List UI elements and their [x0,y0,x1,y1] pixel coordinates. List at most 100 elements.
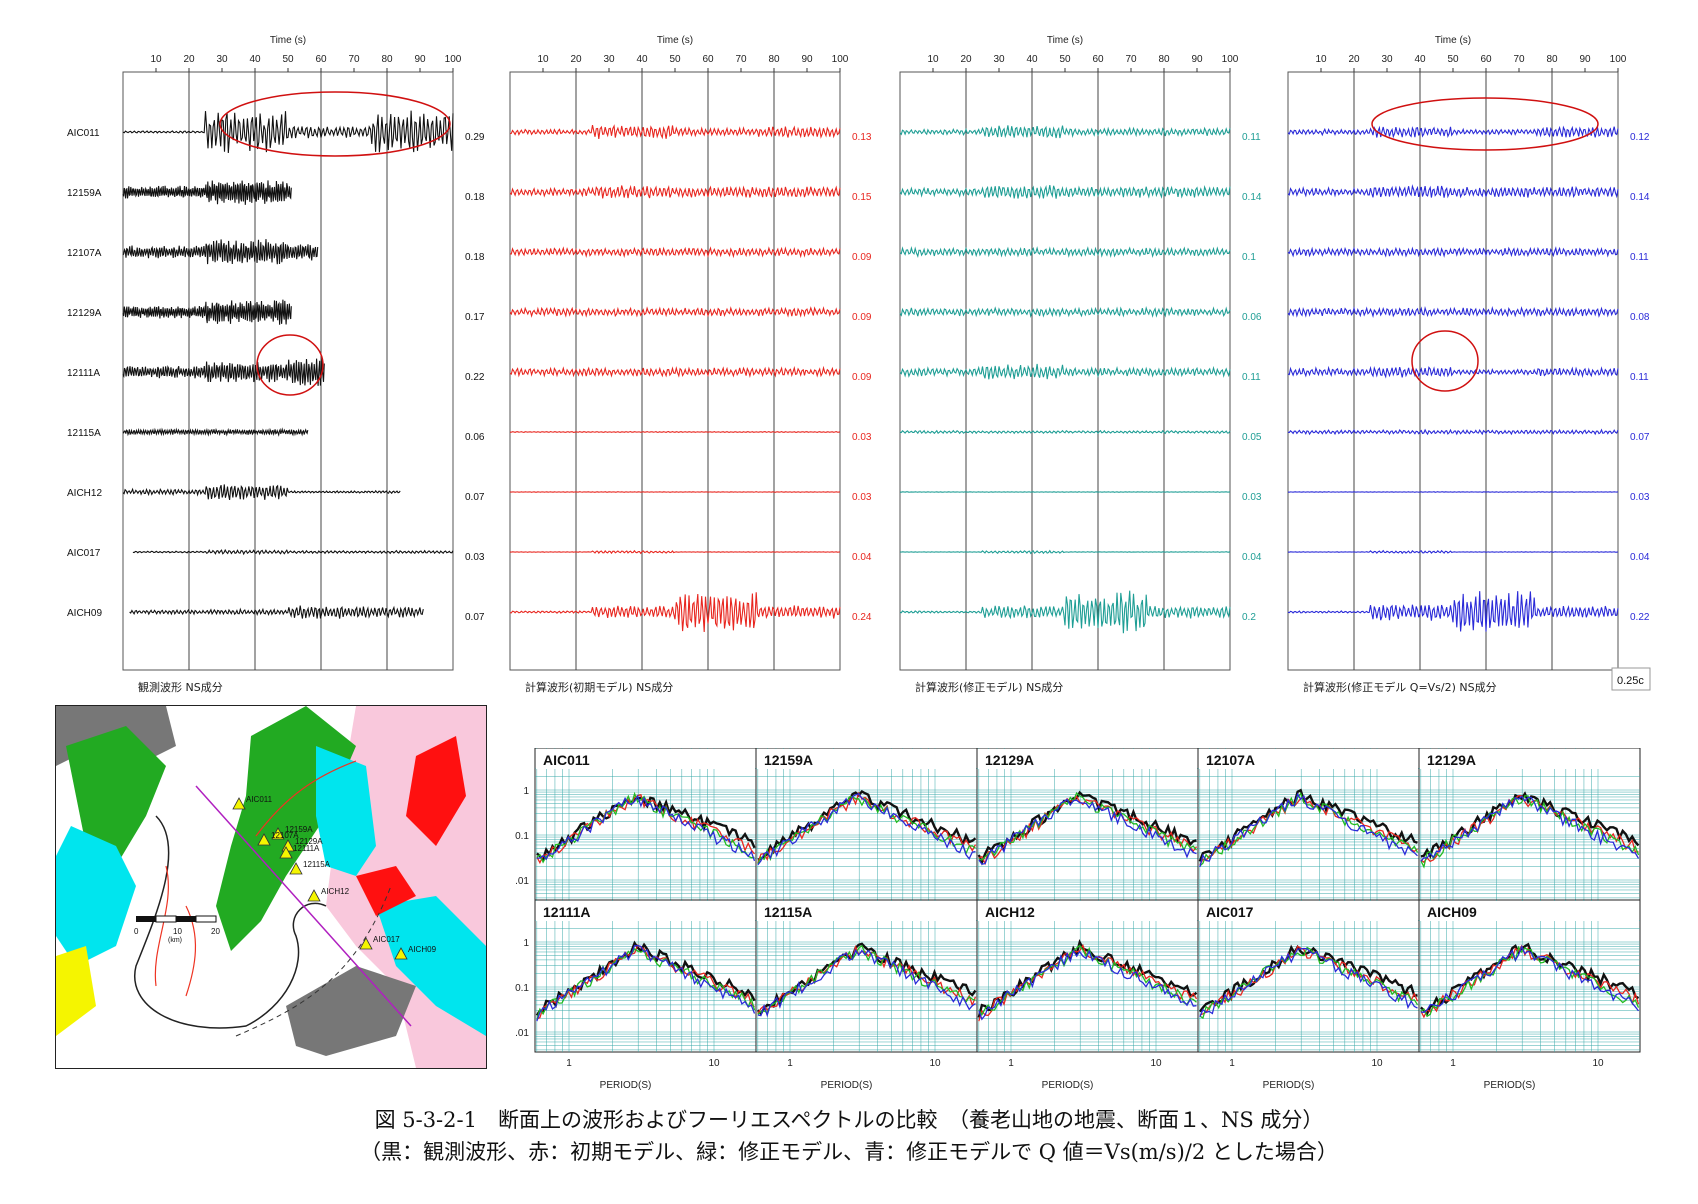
peak-amplitude-label: 0.11 [1242,132,1261,143]
time-tick-label: 40 [249,54,261,65]
map-region-green-west [66,726,166,866]
peak-amplitude-label: 0.12 [1630,132,1650,143]
time-tick-label: 80 [1546,54,1558,65]
peak-amplitude-label: 0.13 [852,132,872,143]
scale-label-box [1611,667,1651,691]
spectrum-panel-frame [755,748,978,901]
waveform-panel-label: 計算波形(修正モデル) NS成分 [915,680,1063,694]
station-map-label: 12115A [303,860,331,869]
spectrum-x-axis-label: PERIOD(S) [1263,1080,1315,1091]
peak-amplitude-label: 0.03 [465,552,485,563]
peak-amplitude-label: 0.24 [852,612,872,623]
time-tick-label: 50 [1447,54,1459,65]
peak-amplitude-label: 0.03 [1630,492,1650,503]
spectrum-panel-frame [976,899,1199,1053]
peak-amplitude-label: 0.17 [465,312,485,323]
spectrum-panel-2: 12159A [755,748,978,901]
spectrum-panel-title: 12159A [764,752,813,768]
waveform-trace [122,484,401,501]
waveform-trace [899,184,1231,200]
spectrum-series-line [1419,942,1640,1016]
peak-amplitude-label: 0.09 [852,372,872,383]
station-marker [289,862,303,875]
peak-amplitude-label: 0.04 [852,552,872,563]
station-marker [359,937,373,950]
time-tick-label: 40 [636,54,648,65]
spectrum-x-axis-label: PERIOD(S) [821,1080,873,1091]
peak-amplitude-label: 0.06 [1242,312,1262,323]
station-map-label: AICH09 [408,945,437,954]
spectrum-panel-frame [1197,748,1420,901]
spectrum-panel-8: AICH12 1 10 PERIOD(S) [976,899,1199,1091]
time-tick-label: 50 [1059,54,1071,65]
time-tick-label: 60 [315,54,327,65]
peak-amplitude-label: 0.18 [465,252,485,263]
spectrum-panel-frame [976,748,1199,901]
spectrum-y-tick: 0.01 [515,1028,529,1039]
station-map-label: 12159A [285,825,313,834]
station-marker [232,797,246,810]
peak-amplitude-label: 0.09 [852,252,872,263]
spectrum-title-bg [757,901,976,921]
time-tick-label: 60 [702,54,714,65]
geology-map: AIC011 12159A 12107A 12129A 12111A 12115A AICH… [55,705,487,1069]
spectrum-title-bg [536,901,755,921]
station-marker [279,846,293,859]
map-region-cyan-west [56,826,136,966]
spectrum-title-bg [978,901,1197,921]
highlight-circle [1371,97,1599,151]
spectrum-x-tick: 10 [929,1058,941,1069]
figure-caption-line2: （黒：観測波形、赤：初期モデル、緑：修正モデル、青：修正モデルで Q 値＝Vs(… [360,1140,1338,1164]
time-tick-label: 90 [414,54,426,65]
map-region-gray-south [286,966,416,1056]
spectrum-series-line [1420,945,1640,1013]
map-region-cyan-south [376,896,486,1036]
peak-amplitude-label: 0.22 [1630,612,1650,623]
peak-amplitude-label: 0.04 [1242,552,1262,563]
highlight-circle [219,91,451,157]
time-tick-label: 100 [445,54,462,65]
spectrum-series-line [757,793,976,866]
spectrum-series-line [977,790,1197,866]
spectrum-panel-title: AIC011 [543,752,590,768]
waveform-trace [1287,491,1619,493]
station-label: 12107A [67,248,102,259]
spectrum-panel-9: AIC017 1 10 PERIOD(S) [1197,899,1420,1091]
peak-amplitude-label: 0.06 [465,432,485,443]
time-tick-label: 50 [282,54,294,65]
spectrum-x-tick: 10 [708,1058,720,1069]
waveform-panel-label: 計算波形(初期モデル) NS成分 [525,680,673,694]
spectrum-x-tick: 1 [1229,1058,1235,1069]
station-label: 12129A [67,308,102,319]
spectrum-series-line [536,944,756,1022]
peak-amplitude-label: 0.18 [465,192,485,203]
time-tick-label: 10 [1315,54,1327,65]
waveform-trace [899,491,1231,493]
spectrum-title-bg [978,749,1197,769]
spectrum-y-tick: 1 [523,938,529,949]
section-line [195,785,412,1027]
peak-amplitude-label: 0.09 [852,312,872,323]
spectrum-x-tick: 1 [566,1058,572,1069]
time-axis-title: Time (s) [1047,35,1083,46]
waveform-trace [1287,125,1619,139]
waveform-trace [509,184,841,199]
spectrum-series-line [978,949,1197,1021]
waveform-panel-label: 計算波形(修正モデル Q=Vs/2) NS成分 [1303,680,1497,694]
peak-amplitude-label: 0.05 [1242,432,1262,443]
peak-amplitude-label: 0.07 [465,492,485,503]
peak-amplitude-label: 0.14 [1242,192,1262,203]
time-tick-label: 70 [735,54,747,65]
waveform-trace [1287,184,1619,199]
waveform-trace [899,590,1231,634]
time-tick-label: 10 [927,54,939,65]
station-label: AICH09 [67,608,102,619]
spectrum-panel-frame [1197,899,1420,1053]
waveform-trace [122,299,292,325]
spectrum-panel-frame [1418,748,1641,901]
map-region-yellow-west [56,946,96,1036]
spectrum-y-tick: 1 [523,786,529,797]
spectrum-series-line [757,948,976,1018]
waveform-trace [509,246,841,259]
spectrum-y-tick: 0.1 [515,983,529,994]
